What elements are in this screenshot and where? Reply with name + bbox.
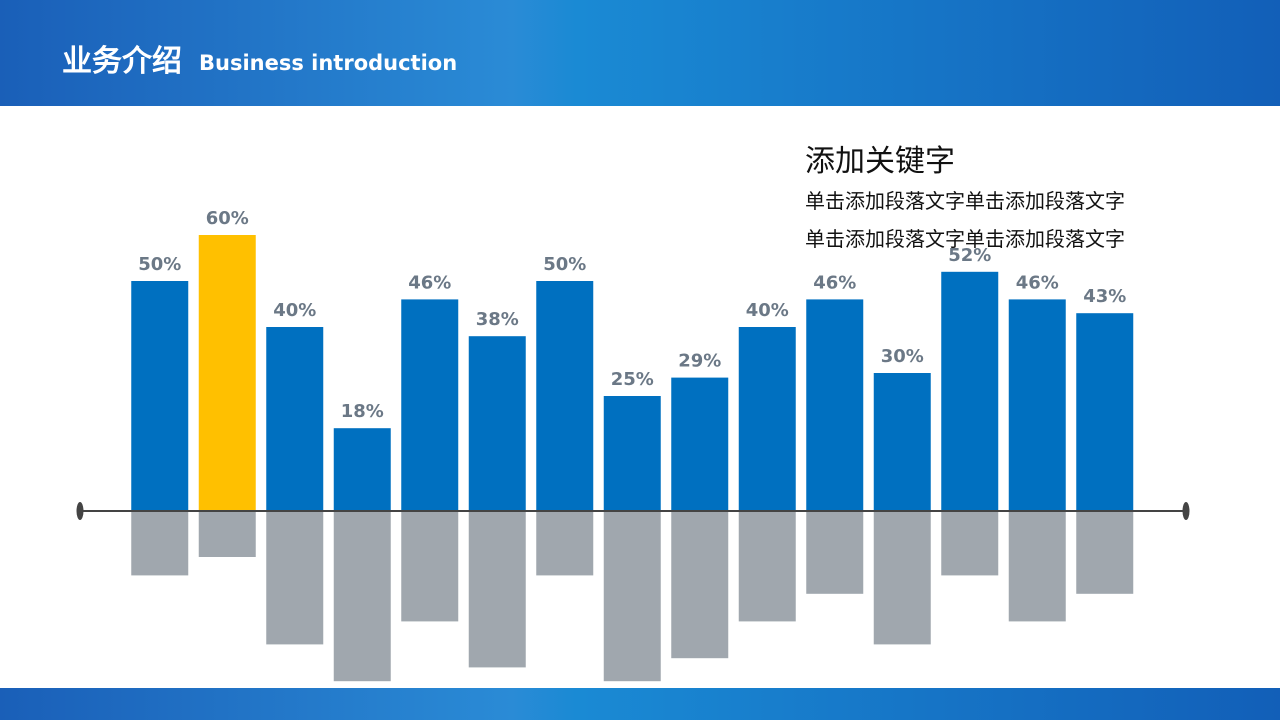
text-line: 单击添加段落文字单击添加段落文字 <box>805 227 1125 251</box>
bar <box>603 511 661 682</box>
bar <box>198 235 256 511</box>
bar <box>198 511 256 557</box>
bar <box>536 281 594 511</box>
bar <box>941 271 999 511</box>
value-label: 50% <box>138 254 181 275</box>
bar <box>333 511 391 682</box>
value-label: 18% <box>341 401 384 422</box>
bar <box>1076 313 1134 511</box>
value-label: 52% <box>948 245 991 266</box>
value-label: 40% <box>273 300 316 321</box>
text-heading: 添加关键字 <box>805 144 955 179</box>
bar <box>131 281 189 511</box>
footer-band <box>0 688 1280 720</box>
axis-end <box>76 502 84 520</box>
value-label: 50% <box>543 254 586 275</box>
value-label: 43% <box>1083 286 1126 307</box>
value-label: 60% <box>206 208 249 229</box>
value-label: 38% <box>476 309 519 330</box>
bar <box>266 327 324 511</box>
bar <box>671 511 729 659</box>
value-label: 46% <box>813 272 856 293</box>
bar <box>401 511 459 622</box>
axis-end <box>1182 502 1190 520</box>
bar <box>468 511 526 668</box>
bar <box>1008 299 1066 511</box>
bar <box>536 511 594 576</box>
plot: 50% 60% 40% 18% 46% 38% 50% 25% 29% 40% 46% 30% 52% 4… <box>76 208 1190 682</box>
bar <box>806 299 864 511</box>
bar <box>401 299 459 511</box>
value-label: 46% <box>1016 272 1059 293</box>
header-title: 业务介绍 <box>62 44 182 79</box>
bar <box>671 377 729 511</box>
header-band <box>0 0 1280 106</box>
bar <box>738 327 796 511</box>
text-line: 单击添加段落文字单击添加段落文字 <box>805 189 1125 213</box>
bar <box>738 511 796 622</box>
bar <box>468 336 526 511</box>
bar <box>873 373 931 511</box>
bar <box>603 396 661 511</box>
header-subtitle: Business introduction <box>199 51 457 75</box>
bar <box>266 511 324 645</box>
bar <box>941 511 999 576</box>
bar <box>333 428 391 511</box>
value-label: 25% <box>611 369 654 390</box>
bar <box>1076 511 1134 594</box>
value-label: 30% <box>881 346 924 367</box>
value-label: 29% <box>678 351 721 372</box>
bar <box>1008 511 1066 622</box>
value-label: 40% <box>746 300 789 321</box>
bar <box>131 511 189 576</box>
value-label: 46% <box>408 272 451 293</box>
bar <box>873 511 931 645</box>
bar <box>806 511 864 594</box>
